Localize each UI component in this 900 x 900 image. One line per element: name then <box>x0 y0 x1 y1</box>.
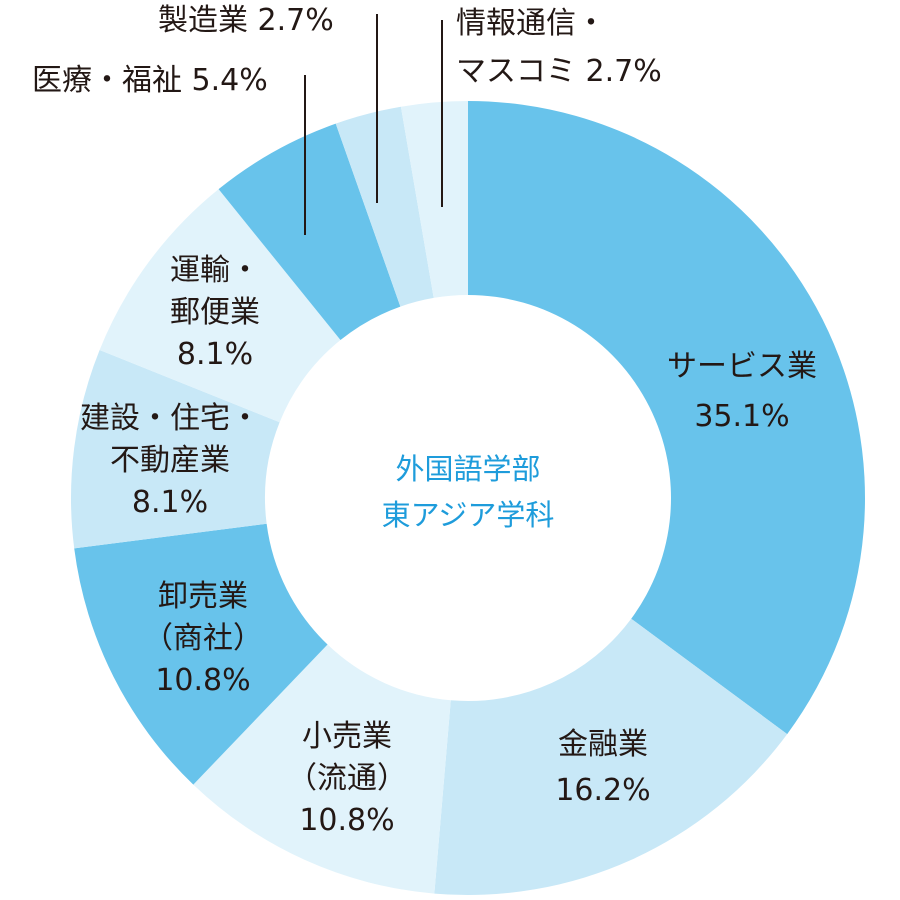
chart-center-title: 外国語学部 東アジア学科 <box>318 446 618 538</box>
label-construction-sub: 不動産業 <box>110 443 230 478</box>
donut-segment <box>74 523 328 785</box>
leader-line-manufacturing <box>376 14 378 203</box>
center-title-line1: 外国語学部 <box>395 452 541 486</box>
label-wholesale-name: 卸売業 <box>158 579 248 614</box>
label-construction: 建設・住宅・ 不動産業 8.1% <box>70 398 270 524</box>
label-wholesale: 卸売業 （商社） 10.8% <box>118 576 288 702</box>
label-finance-name: 金融業 <box>558 727 648 762</box>
label-retail-name: 小売業 <box>302 719 392 754</box>
label-finance: 金融業 16.2% <box>518 724 688 812</box>
label-retail: 小売業 （流通） 10.8% <box>262 716 432 842</box>
leader-line-it-media <box>441 20 443 207</box>
label-manufacturing: 製造業 2.7% <box>158 0 334 42</box>
label-finance-value: 16.2% <box>555 773 651 808</box>
label-wholesale-value: 10.8% <box>155 663 251 698</box>
label-it-media: 情報通信・ マスコミ 2.7% <box>456 0 662 96</box>
label-retail-value: 10.8% <box>299 803 395 838</box>
label-retail-sub: （流通） <box>287 761 407 796</box>
label-transport-name: 運輸・ <box>170 253 260 288</box>
label-transport: 運輸・ 郵便業 8.1% <box>135 250 295 376</box>
donut-segment <box>335 106 434 307</box>
label-manufacturing-text: 製造業 2.7% <box>158 3 334 38</box>
donut-segment <box>99 189 341 423</box>
center-title-line2: 東アジア学科 <box>381 498 555 532</box>
label-medical-text: 医療・福祉 5.4% <box>32 63 268 98</box>
donut-segment <box>71 349 280 549</box>
label-it-media-name: 情報通信・ <box>456 6 606 41</box>
label-construction-value: 8.1% <box>131 485 209 520</box>
donut-segment <box>434 618 788 896</box>
label-service-value: 35.1% <box>694 399 790 434</box>
donut-segment <box>193 644 451 894</box>
label-transport-value: 8.1% <box>176 337 254 372</box>
leader-line-medical <box>304 75 306 235</box>
label-construction-name: 建設・住宅・ <box>80 401 260 436</box>
label-it-media-value: マスコミ 2.7% <box>456 54 662 89</box>
donut-segment <box>468 101 865 735</box>
label-transport-sub: 郵便業 <box>170 295 260 330</box>
donut-segment <box>400 101 468 298</box>
label-service: サービス業 35.1% <box>642 346 842 438</box>
label-wholesale-sub: （商社） <box>143 621 263 656</box>
label-medical: 医療・福祉 5.4% <box>32 60 268 102</box>
label-service-name: サービス業 <box>667 349 817 384</box>
donut-segment <box>218 123 401 341</box>
